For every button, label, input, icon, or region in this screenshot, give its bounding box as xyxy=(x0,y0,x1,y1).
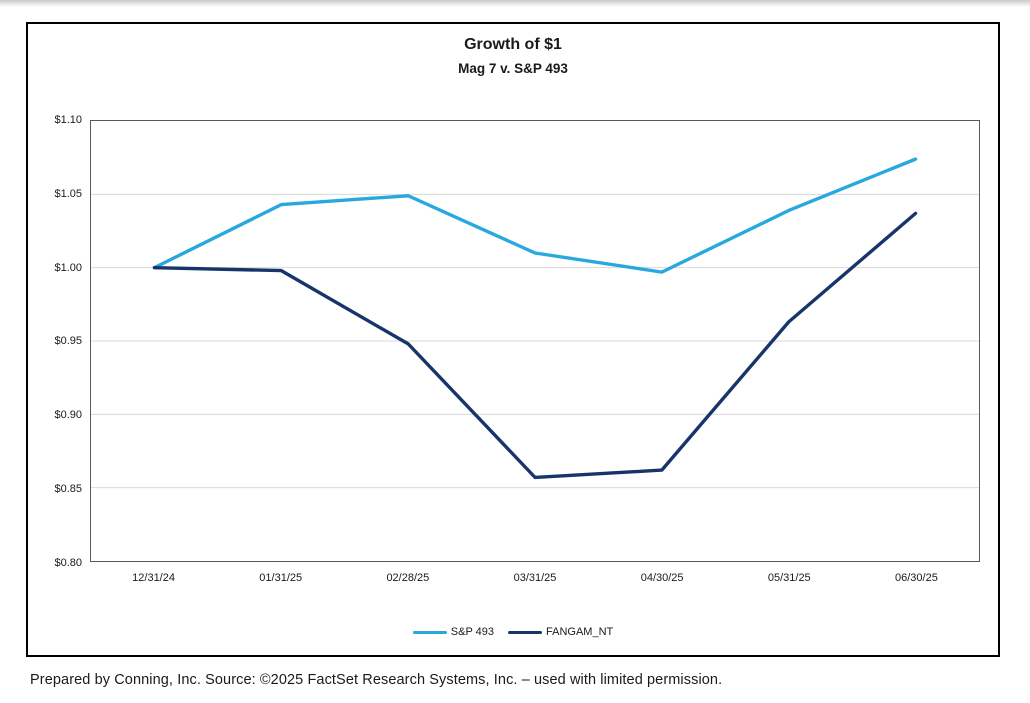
x-axis-tick-label: 01/31/25 xyxy=(259,572,303,584)
chart-frame: Growth of $1 Mag 7 v. S&P 493 $1.10 $1.05… xyxy=(26,22,1000,657)
plot-area xyxy=(90,120,980,562)
x-axis-tick-label: 12/31/24 xyxy=(132,572,175,584)
legend-item-fangam: FANGAM_NT xyxy=(508,626,613,638)
y-axis-tick-label: $0.85 xyxy=(54,483,82,496)
x-axis-tick-label: 03/31/25 xyxy=(513,572,557,584)
y-axis-tick-label: $0.90 xyxy=(54,409,82,422)
x-axis-tick-label: 02/28/25 xyxy=(386,572,430,584)
x-axis-tick-label: 06/30/25 xyxy=(895,572,938,584)
y-axis-tick-label: $0.80 xyxy=(54,556,82,569)
y-axis-tick-label: $1.05 xyxy=(54,187,82,200)
fangam-line-swatch xyxy=(508,630,542,634)
x-axis-tick-label: 05/31/25 xyxy=(767,572,811,584)
legend-item-sp493: S&P 493 xyxy=(412,626,494,638)
series-line-fangam-nt xyxy=(152,211,918,480)
x-axis-tick-label: 04/30/25 xyxy=(640,572,684,584)
chart-title: Growth of $1 xyxy=(464,36,562,53)
source-attribution: Prepared by Conning, Inc. Source: ©2025 … xyxy=(30,672,723,688)
legend-label-fangam: FANGAM_NT xyxy=(546,626,614,638)
sp493-line-swatch xyxy=(412,630,447,634)
y-axis-tick-label: $1.00 xyxy=(54,261,82,274)
legend-label-sp493: S&P 493 xyxy=(450,626,494,638)
y-axis-tick-label: $1.10 xyxy=(54,114,82,126)
series-line-s-p-493 xyxy=(152,157,918,274)
legend: S&P 493 FANGAM_NT xyxy=(28,626,998,638)
plot-svg xyxy=(91,157,979,489)
y-axis: $1.10 $1.05 $1.00 $0.95 $0.90 $0.85 $0.80 xyxy=(28,113,82,570)
y-axis-tick-label: $0.95 xyxy=(54,335,82,348)
window-top-edge xyxy=(0,0,1030,7)
x-axis: 12/31/24 01/31/25 02/28/25 03/31/25 04/30/25… xyxy=(90,572,980,584)
chart-subtitle: Mag 7 v. S&P 493 xyxy=(458,61,568,76)
